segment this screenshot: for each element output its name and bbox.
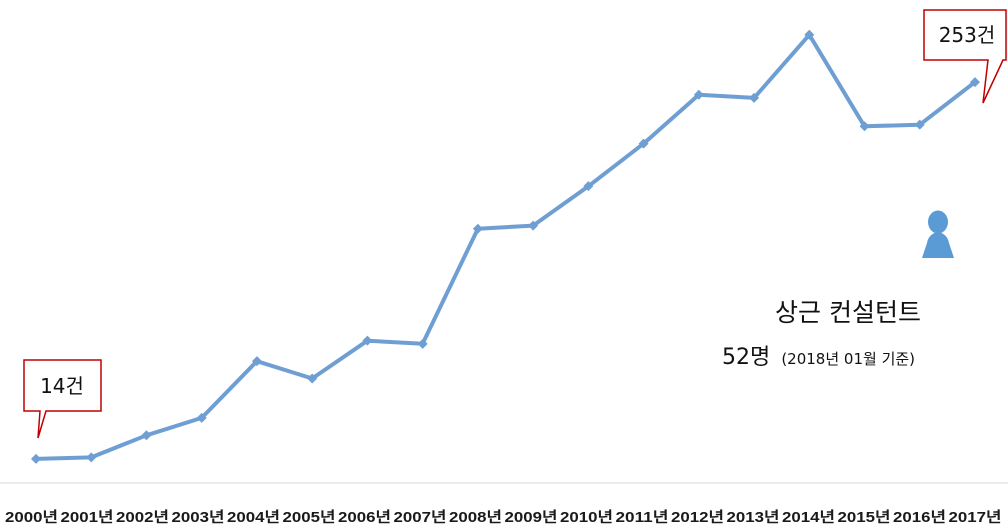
x-tick-label: 2004년 (227, 509, 280, 526)
x-tick-label: 2007년 (394, 509, 447, 526)
x-tick-label: 2015년 (838, 509, 891, 526)
x-tick-label: 2006년 (338, 509, 391, 526)
x-tick-label: 2005년 (283, 509, 336, 526)
data-point-2006년 (362, 335, 373, 346)
x-tick-label: 2009년 (505, 509, 558, 526)
callout-first-label: 14건 (40, 374, 84, 398)
data-point-2000년 (31, 453, 41, 464)
data-point-2017년 (970, 77, 980, 88)
x-tick-label: 2013년 (727, 509, 780, 526)
consultant-title: 상근 컨설턴트 (775, 298, 921, 327)
x-tick-label: 2017년 (949, 509, 1002, 526)
series-line (35, 32, 977, 461)
x-tick-label: 2010년 (560, 509, 613, 526)
last-value-callout: 253건 (923, 9, 1007, 104)
x-tick-label: 2003년 (172, 509, 225, 526)
data-point-2011년 (638, 138, 649, 149)
x-tick-label: 2016년 (893, 509, 946, 526)
data-point-2010년 (583, 181, 594, 192)
person-icon (922, 210, 954, 258)
consultant-count-line: 52명 (2018년 01월 기준) (722, 345, 915, 370)
data-point-2003년 (196, 412, 207, 423)
x-tick-label: 2008년 (449, 509, 502, 526)
x-tick-labels: 2000년 2001년 2002년 2003년 2004년 2005년 2006년 2007년… (5, 509, 1002, 526)
callout-box (23, 359, 102, 439)
x-tick-label: 2012년 (671, 509, 724, 526)
data-point-2016년 (914, 119, 925, 130)
callout-box (923, 9, 1007, 104)
data-point-2005년 (307, 373, 318, 384)
data-point-2012년 (693, 89, 704, 100)
consultant-count: 52명 (722, 345, 770, 370)
series-group (31, 29, 980, 464)
x-tick-label: 2011년 (616, 509, 669, 526)
first-value-callout: 14건 (23, 359, 102, 439)
callout-last-label: 253건 (939, 23, 996, 47)
data-point-2001년 (86, 452, 97, 463)
data-point-2008년 (472, 223, 483, 234)
data-point-2013년 (749, 92, 760, 103)
data-point-2015년 (859, 121, 870, 132)
x-tick-label: 2000년 (5, 509, 58, 526)
consultant-info: 상근 컨설턴트 52명 (2018년 01월 기준) (722, 210, 954, 370)
data-point-2002년 (141, 430, 152, 441)
x-tick-label: 2001년 (61, 509, 114, 526)
data-point-2007년 (417, 338, 428, 349)
data-point-2004년 (251, 356, 262, 367)
consultant-note: (2018년 01월 기준) (781, 350, 915, 368)
x-tick-label: 2002년 (116, 509, 169, 526)
data-point-2009년 (528, 220, 539, 231)
x-tick-label: 2014년 (782, 509, 835, 526)
data-point-2014년 (804, 29, 815, 40)
